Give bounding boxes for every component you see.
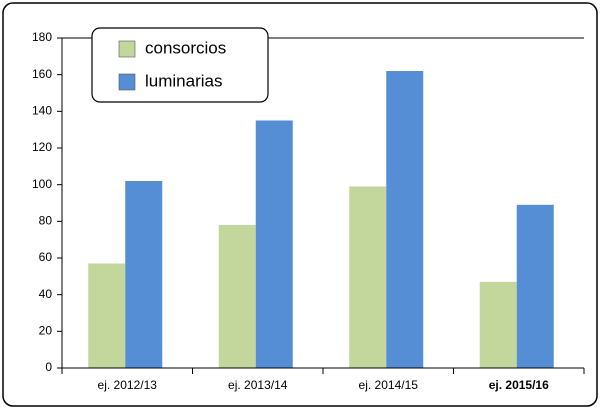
- x-tick-label: ej. 2014/15: [359, 378, 419, 392]
- y-tick-label: 40: [39, 287, 53, 301]
- legend-swatch: [118, 40, 136, 58]
- y-tick-label: 180: [32, 30, 52, 44]
- bar: [88, 263, 126, 368]
- x-tick-label: ej. 2012/13: [98, 378, 158, 392]
- y-tick-label: 140: [32, 104, 52, 118]
- legend-label: luminarias: [145, 71, 222, 90]
- legend-swatch: [118, 73, 136, 91]
- legend-box: [91, 27, 269, 103]
- y-tick-label: 100: [32, 177, 52, 191]
- x-tick-label: ej. 2013/14: [228, 378, 288, 392]
- bar: [479, 281, 517, 368]
- y-tick-label: 60: [39, 250, 53, 264]
- bar: [125, 181, 163, 368]
- x-tick-label: ej. 2015/16: [489, 378, 549, 392]
- y-tick-label: 0: [45, 360, 52, 374]
- bar: [516, 204, 554, 368]
- y-tick-label: 20: [39, 324, 53, 338]
- bar: [386, 71, 424, 368]
- y-tick-label: 120: [32, 140, 52, 154]
- bar: [255, 120, 293, 368]
- bar: [218, 225, 256, 368]
- legend-label: consorcios: [145, 38, 226, 57]
- y-tick-label: 80: [39, 214, 53, 228]
- bar: [349, 186, 387, 368]
- y-tick-label: 160: [32, 67, 52, 81]
